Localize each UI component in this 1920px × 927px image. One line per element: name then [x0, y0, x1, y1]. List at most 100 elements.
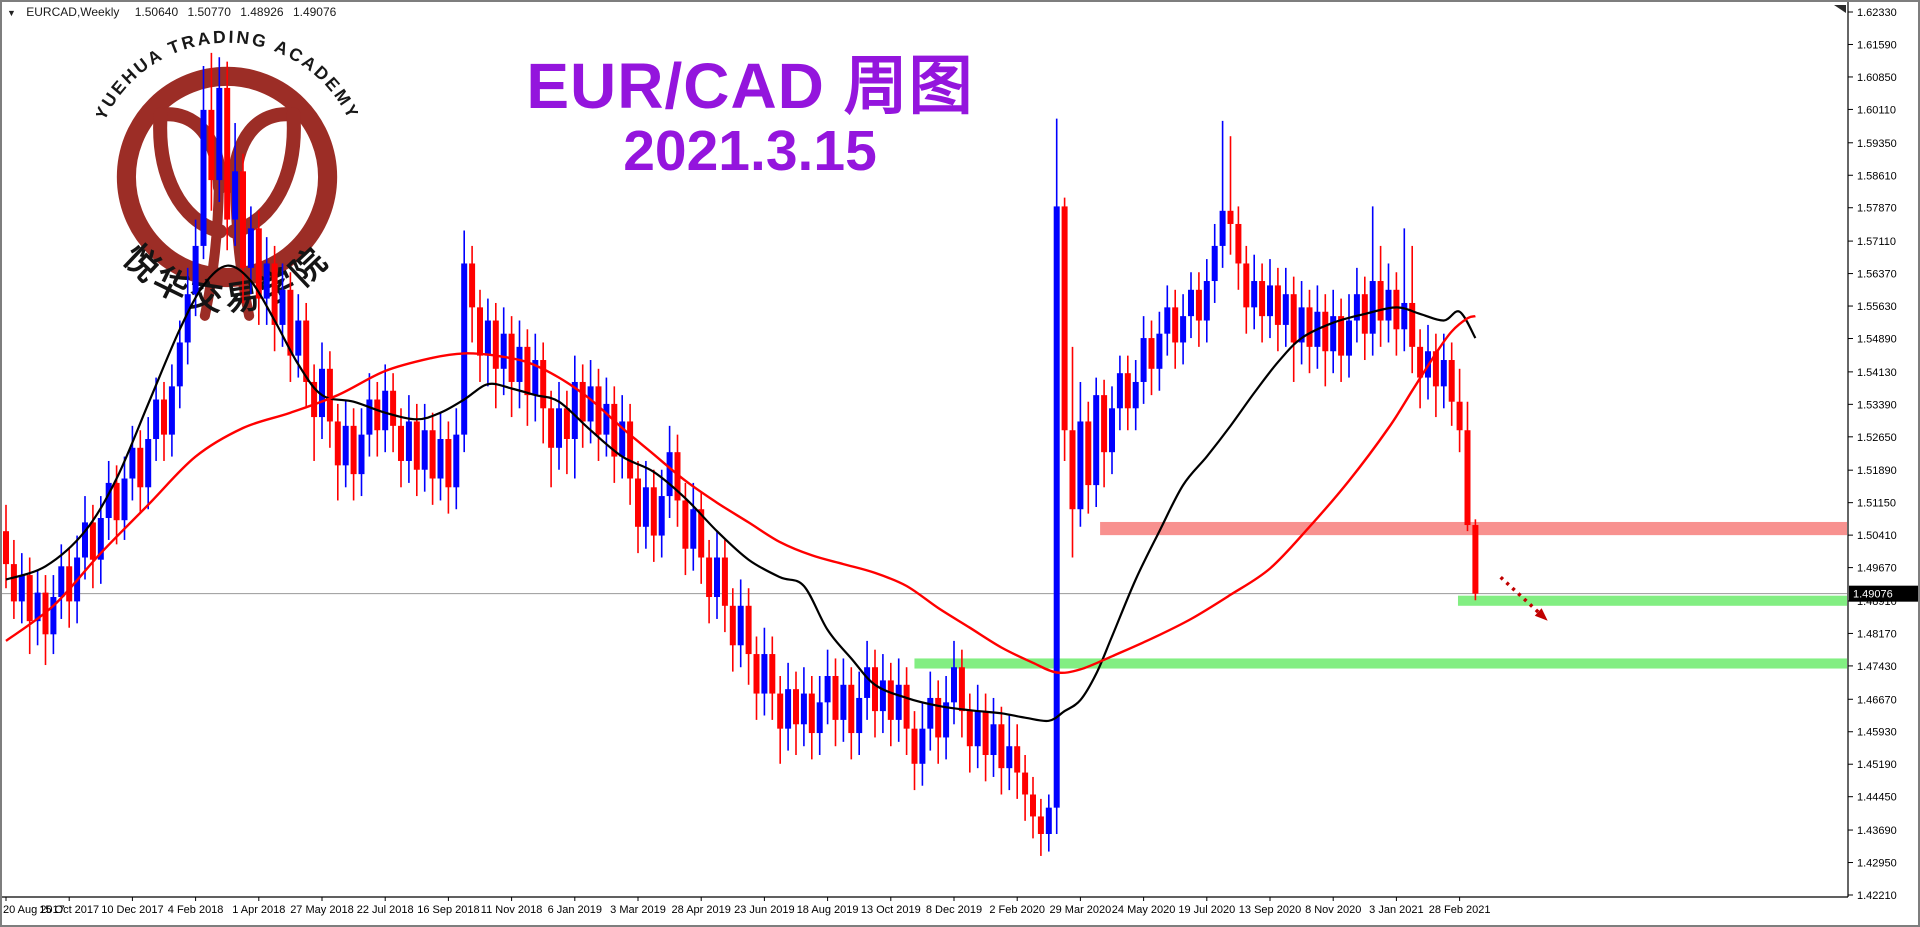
symbol-label: EURCAD,Weekly — [26, 5, 120, 19]
candle-body — [887, 680, 894, 720]
candle-body — [1085, 421, 1092, 486]
candle-body — [587, 386, 594, 422]
candle-body — [232, 171, 239, 220]
candle-body — [271, 263, 278, 325]
candle-body — [66, 566, 73, 602]
candle-body — [603, 403, 610, 435]
candle-body — [824, 676, 831, 703]
symbol-dropdown-icon[interactable]: ▼ — [7, 8, 16, 18]
candle-body — [358, 434, 365, 475]
candle-body — [97, 518, 104, 560]
candle-body — [935, 697, 942, 738]
candle-body — [1195, 289, 1202, 321]
candle-body — [571, 381, 578, 440]
candle-body — [777, 693, 784, 729]
support-zone-1[interactable] — [1457, 595, 1847, 606]
y-axis-label: 1.58610 — [1857, 170, 1897, 182]
candle-body — [524, 346, 531, 396]
candle-body — [58, 566, 65, 598]
candle-body — [176, 342, 183, 387]
candle-body — [1045, 807, 1052, 834]
candle-body — [966, 711, 973, 747]
support-zone-2[interactable] — [914, 658, 1847, 669]
candle-body — [1148, 338, 1155, 369]
y-axis-label: 1.46670 — [1857, 694, 1897, 706]
candle-body — [216, 87, 223, 181]
candle-body — [1464, 430, 1471, 526]
candle-body — [619, 421, 626, 457]
candle-body — [1037, 816, 1044, 834]
candle-body — [334, 421, 341, 466]
projection-arrow[interactable] — [1499, 575, 1548, 621]
candle-body — [706, 557, 713, 598]
candle-body — [1472, 525, 1479, 594]
candle-body — [1267, 285, 1273, 317]
chart-title-annotation[interactable]: EUR/CAD 周图 2021.3.15 — [470, 51, 1030, 183]
candle-body — [1385, 289, 1392, 321]
y-axis-label: 1.45930 — [1857, 727, 1897, 739]
x-axis-label: 28 Apr 2019 — [672, 904, 731, 916]
candle-body — [627, 421, 634, 479]
x-axis-label: 6 Jan 2019 — [548, 904, 602, 916]
candle-body — [1227, 210, 1234, 224]
candle-body — [1346, 320, 1352, 356]
chart-shift-marker-icon[interactable] — [1834, 5, 1846, 13]
candle-body — [1393, 289, 1400, 330]
candle-body — [34, 592, 41, 622]
candle-body — [1069, 430, 1076, 510]
candle-body — [153, 399, 160, 440]
candle-body — [484, 320, 491, 356]
candle-body — [461, 263, 468, 435]
candle-body — [1093, 395, 1100, 486]
candle-body — [1109, 408, 1115, 453]
candle-body — [698, 509, 705, 558]
x-axis-label: 13 Sep 2020 — [1239, 904, 1301, 916]
candle-body — [1369, 281, 1376, 334]
y-axis-label: 1.62330 — [1857, 7, 1897, 19]
y-axis-label: 1.54130 — [1857, 367, 1897, 379]
candle-body — [911, 728, 918, 764]
ohlc-low: 1.48926 — [240, 5, 284, 19]
candle-body — [1132, 381, 1139, 409]
candle-body — [1298, 307, 1305, 343]
candle-body — [445, 439, 452, 488]
candle-body — [1014, 746, 1021, 773]
candle-body — [429, 430, 436, 479]
candle-body — [326, 368, 333, 422]
y-axis-label: 1.48170 — [1857, 628, 1897, 640]
candle-body — [729, 605, 736, 646]
candle-body — [714, 557, 720, 598]
candle-body — [595, 386, 602, 435]
candle-body — [453, 434, 460, 488]
ohlc-high: 1.50770 — [187, 5, 231, 19]
x-axis-label: 13 Oct 2019 — [861, 904, 921, 916]
candle-body — [1456, 401, 1463, 431]
candle-body — [3, 531, 9, 565]
candle-body — [469, 263, 476, 308]
candle-body — [1022, 772, 1029, 795]
candle-body — [50, 597, 57, 635]
candle-body — [390, 390, 397, 426]
candle-body — [405, 421, 412, 461]
candle-body — [89, 522, 96, 560]
candle-body — [737, 605, 744, 646]
candle-body — [113, 482, 120, 521]
y-axis-label: 1.61590 — [1857, 39, 1897, 51]
x-axis-label: 29 Mar 2020 — [1050, 904, 1112, 916]
candle-body — [437, 439, 444, 479]
x-axis-label: 27 May 2018 — [290, 904, 354, 916]
candle-body — [137, 447, 144, 488]
arrow-head-icon — [1534, 608, 1548, 621]
watermark-logo: YUEHUA TRADING ACADEMY 悦华交易学院 — [90, 16, 361, 348]
candle-body — [793, 689, 799, 725]
candle-body — [690, 509, 697, 549]
ma-slow-red-line[interactable] — [5, 314, 1476, 675]
candle-body — [224, 87, 231, 220]
ma-fast-black-line[interactable] — [5, 264, 1477, 723]
y-axis-label: 1.57110 — [1857, 236, 1896, 248]
x-axis-label: 24 May 2020 — [1112, 904, 1176, 916]
candle-body — [1101, 395, 1108, 453]
candle-body — [990, 724, 997, 756]
